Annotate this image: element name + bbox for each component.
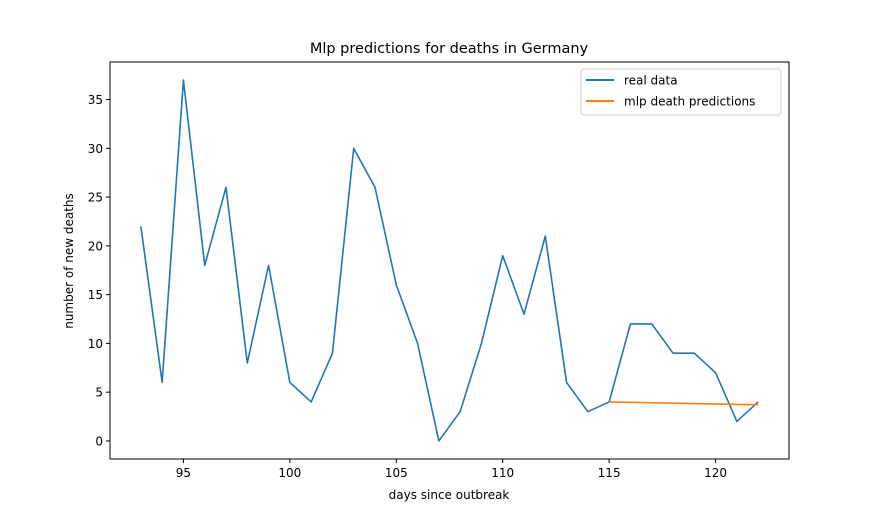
y-tick-label: 20 xyxy=(88,239,103,253)
series-line-mlp-predictions xyxy=(609,401,759,406)
y-tick-label: 10 xyxy=(88,337,103,351)
y-tick-label: 5 xyxy=(95,386,103,400)
legend-label-mlp-predictions: mlp death predictions xyxy=(624,95,755,109)
y-axis-label: number of new deaths xyxy=(62,193,76,329)
x-tick-label: 115 xyxy=(598,466,621,480)
plot-frame xyxy=(109,61,790,460)
x-tick-label: 120 xyxy=(704,466,727,480)
series-layer xyxy=(140,79,759,442)
legend: real data mlp death predictions xyxy=(580,68,782,116)
y-tick-label: 25 xyxy=(88,191,103,205)
chart-title: Mlp predictions for deaths in Germany xyxy=(310,41,589,57)
x-tick-label: 110 xyxy=(491,466,514,480)
x-tick-label: 95 xyxy=(176,466,191,480)
y-tick-label: 15 xyxy=(88,288,103,302)
y-tick-label: 0 xyxy=(95,434,103,448)
x-tick-label: 105 xyxy=(385,466,408,480)
x-tick-label: 100 xyxy=(278,466,301,480)
x-axis: 95 100 105 110 115 120 xyxy=(176,459,727,480)
y-tick-label: 35 xyxy=(88,93,103,107)
x-axis-label: days since outbreak xyxy=(389,488,510,502)
legend-box xyxy=(580,68,782,116)
y-axis: 0 5 10 15 20 25 30 35 xyxy=(88,93,110,448)
y-tick-label: 30 xyxy=(88,142,103,156)
legend-label-real-data: real data xyxy=(624,74,678,88)
series-line-real-data xyxy=(140,79,759,442)
